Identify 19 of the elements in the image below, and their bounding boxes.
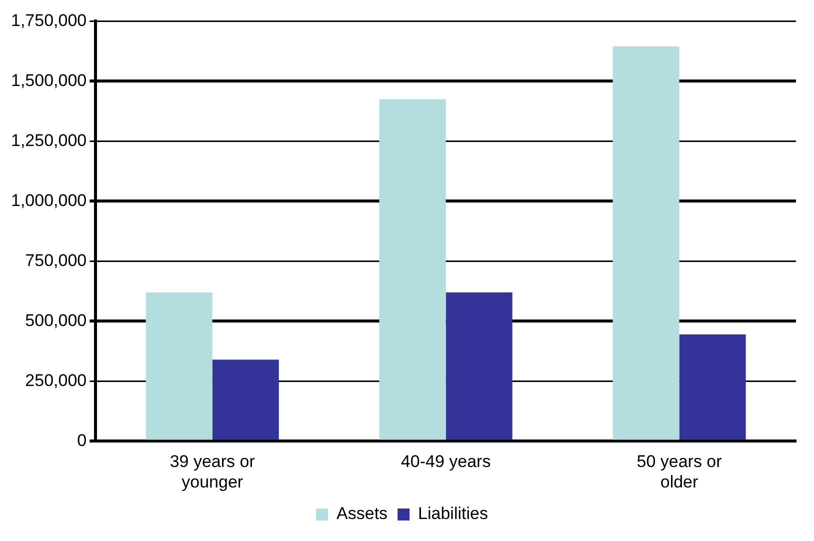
legend-label: Liabilities [418, 504, 488, 524]
bar [146, 292, 212, 440]
bar [612, 46, 680, 440]
legend-label: Assets [336, 504, 388, 524]
y-tick-label: 250,000 [25, 370, 87, 390]
bar [679, 334, 746, 440]
y-tick-label: 0 [77, 430, 87, 450]
bar [446, 292, 512, 440]
bar [212, 360, 279, 440]
y-tick-label: 1,750,000 [10, 10, 87, 30]
y-tick-label: 750,000 [25, 250, 87, 270]
x-tick-label: 39 years or younger [170, 452, 256, 492]
y-tick-label: 1,000,000 [10, 190, 87, 210]
x-tick-label: 40-49 years [400, 452, 491, 472]
y-tick-label: 1,500,000 [10, 70, 87, 90]
y-tick-label: 1,250,000 [10, 130, 87, 150]
x-tick-label: 50 years or older [636, 452, 722, 492]
bar [379, 99, 446, 440]
y-tick-label: 500,000 [25, 310, 87, 330]
